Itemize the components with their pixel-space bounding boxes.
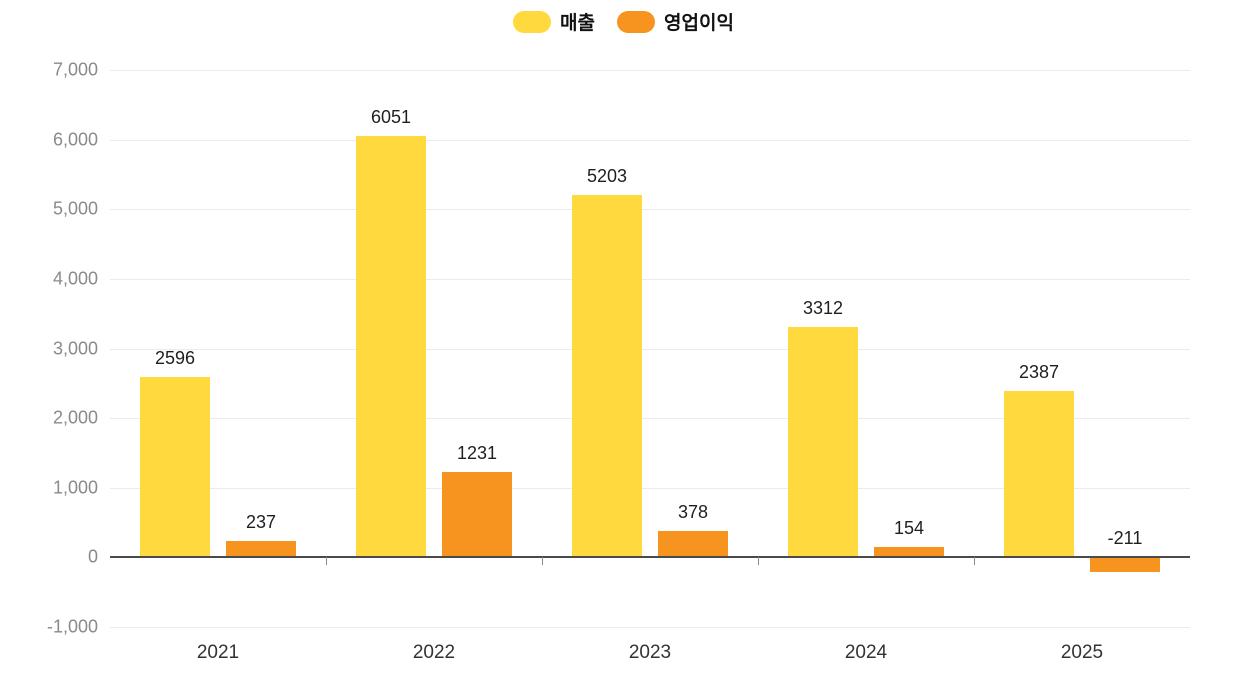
x-axis: 2021 2022 2023 2024 2025 <box>110 640 1190 668</box>
y-axis-label: 1,000 <box>52 477 98 498</box>
operating-profit-value-label: 237 <box>245 511 277 532</box>
gridline <box>110 278 1190 280</box>
y-axis-label: 4,000 <box>52 268 98 289</box>
gridline <box>110 70 1190 71</box>
y-axis-label: 5,000 <box>52 198 98 219</box>
revenue-bar <box>140 376 210 558</box>
plot-area: 2596 6051 5203 3312 2387 237 1231 378 154 -211 <box>110 70 1190 628</box>
y-axis: 7,000 6,000 5,000 4,000 3,000 2,000 1,000 0 -1,0… <box>0 60 98 637</box>
revenue-legend-label: 매출 <box>560 13 596 34</box>
revenue-value-label: 2387 <box>1018 362 1060 383</box>
operating-profit-bar <box>874 546 944 558</box>
gridline <box>110 348 1190 350</box>
operating-profit-bar <box>658 531 728 558</box>
operating-profit-value-label: -211 <box>1107 528 1143 549</box>
axis-tick <box>974 557 975 566</box>
operating-profit-bar <box>226 540 296 558</box>
axis-tick <box>542 557 543 566</box>
gridline <box>110 627 1190 628</box>
y-axis-label: 0 <box>87 546 98 567</box>
revenue-value-label: 2596 <box>154 347 196 368</box>
x-axis-label: 2021 <box>196 642 240 663</box>
operating-profit-bar <box>442 471 512 558</box>
operating-profit-swatch-icon <box>617 10 656 33</box>
revenue-bar <box>788 326 858 558</box>
legend: 매출 영업이익 <box>0 8 1247 35</box>
revenue-value-label: 5203 <box>586 166 628 187</box>
gridline <box>110 209 1190 211</box>
operating-profit-legend-label: 영업이익 <box>664 13 734 34</box>
revenue-bar <box>356 136 426 558</box>
operating-profit-value-label: 378 <box>677 502 709 523</box>
revenue-value-label: 6051 <box>370 107 412 128</box>
axis-tick <box>326 557 327 566</box>
gridline <box>110 487 1190 489</box>
axis-tick <box>758 557 759 566</box>
y-axis-label: 7,000 <box>52 59 98 80</box>
revenue-bar <box>1004 391 1074 558</box>
revenue-swatch-icon <box>513 10 552 33</box>
legend-item-operating-profit: 영업이익 <box>617 8 734 35</box>
gridline <box>110 418 1190 420</box>
y-axis-label: -1,000 <box>46 616 98 637</box>
x-axis-label: 2024 <box>844 642 888 663</box>
y-axis-label: 2,000 <box>52 407 98 428</box>
zero-baseline <box>110 556 1190 559</box>
revenue-value-label: 3312 <box>802 297 844 318</box>
y-axis-label: 3,000 <box>52 338 98 358</box>
y-axis-label: 6,000 <box>52 129 98 150</box>
x-axis-label: 2022 <box>412 642 456 663</box>
revenue-bar <box>572 195 642 558</box>
x-axis-label: 2025 <box>1060 642 1104 663</box>
operating-profit-value-label: 1231 <box>456 442 498 463</box>
operating-profit-value-label: 154 <box>893 517 925 538</box>
gridline <box>110 139 1190 141</box>
x-axis-label: 2023 <box>628 642 672 663</box>
operating-profit-bar <box>1090 557 1160 573</box>
legend-item-revenue: 매출 <box>513 8 595 35</box>
